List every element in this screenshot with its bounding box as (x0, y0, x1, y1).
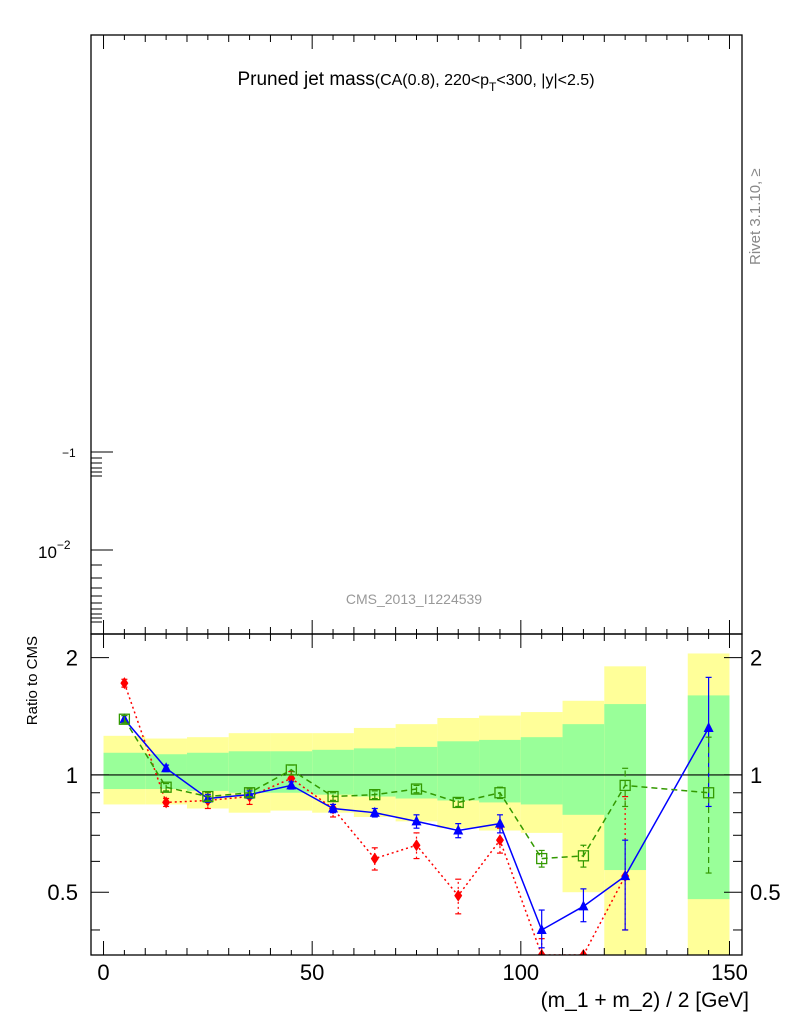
data-point-1-7 (411, 815, 422, 826)
data-point-2-11 (577, 850, 590, 862)
band-green-2 (186, 752, 229, 791)
x-tick-label-150: 150 (711, 960, 748, 985)
title-main: Pruned jet mass (237, 69, 374, 90)
data-point-1-1 (161, 762, 172, 773)
x-tick-label-100: 100 (502, 960, 539, 985)
series-layer (118, 676, 715, 955)
uncertainty-bands (103, 653, 730, 955)
rivet-version-label: Rivet 3.1.10, ≥ (747, 168, 764, 265)
data-point-2-0 (118, 713, 131, 725)
series-2 (118, 713, 715, 874)
data-point-1-13 (703, 721, 714, 732)
data-point-2-5 (327, 790, 339, 803)
y-axis-label: Ratio to CMS (24, 636, 41, 725)
y-tick-label-right-1: 1 (750, 763, 762, 788)
data-point-2-12 (619, 779, 631, 792)
data-point-0-6 (370, 852, 379, 865)
data-point-1-9 (494, 817, 505, 828)
data-point-1-8 (453, 824, 464, 835)
data-point-1-12 (620, 870, 631, 881)
band-green-0 (103, 752, 146, 790)
band-green-3 (228, 751, 271, 793)
x-tick-label-0: 0 (97, 960, 109, 985)
band-green-10 (520, 737, 563, 805)
y-tick-label-right-2: 2 (750, 646, 762, 671)
y-tick-label-right-0.5: 0.5 (750, 880, 781, 905)
band-green-11 (562, 724, 605, 815)
data-point-2-3 (243, 787, 256, 799)
data-point-0-1 (162, 796, 171, 809)
data-point-0-9 (495, 834, 504, 847)
data-point-2-1 (160, 781, 172, 793)
y-tick-label-left-2: 2 (66, 646, 78, 671)
data-point-2-6 (369, 788, 381, 801)
data-point-1-10 (536, 923, 547, 934)
title-sub-subscript: T (489, 80, 497, 94)
data-point-2-13 (702, 787, 715, 799)
data-point-2-9 (494, 787, 506, 799)
data-point-1-5 (328, 802, 339, 813)
series-line-2 (123, 718, 709, 860)
title-sub-suffix: <300, |y|<2.5) (496, 72, 594, 89)
series-line-1 (123, 718, 710, 932)
data-point-0-7 (412, 839, 421, 852)
y-tick-label-left-1: 1 (66, 763, 78, 788)
data-point-1-6 (369, 806, 380, 817)
data-point-2-8 (452, 796, 464, 809)
band-green-8 (437, 741, 480, 801)
data-point-2-2 (202, 790, 214, 803)
x-tick-labels: 0 50 100 150 (97, 960, 747, 985)
upper-panel-frame (90, 34, 743, 635)
data-point-1-11 (578, 900, 589, 911)
x-tick-label-50: 50 (300, 960, 324, 985)
series-1 (119, 676, 714, 949)
title-sub-prefix: (CA(0.8), 220<p (375, 72, 489, 89)
axis-ticks (91, 35, 742, 955)
x-axis-label: (m_1 + m_2) / 2 [GeV] (541, 989, 749, 1012)
upper-y-tick-label-2: 10−2 (38, 538, 71, 562)
plot-title: Pruned jet mass(CA(0.8), 220<pT<300, |y|… (237, 69, 594, 94)
upper-y-tick-label-1: −1 (62, 446, 76, 460)
data-point-0-0 (120, 677, 129, 690)
data-point-0-8 (454, 889, 463, 902)
band-green-6 (353, 748, 396, 797)
data-point-1-4 (286, 779, 297, 790)
data-point-2-7 (410, 783, 423, 795)
lower-y-tick-labels: 0.5 0.5 1 1 2 2 (47, 646, 780, 906)
analysis-label: CMS_2013_I1224539 (346, 591, 482, 607)
data-point-2-10 (536, 852, 548, 865)
y-tick-label-left-0.5: 0.5 (47, 880, 78, 905)
data-point-2-4 (285, 764, 297, 776)
